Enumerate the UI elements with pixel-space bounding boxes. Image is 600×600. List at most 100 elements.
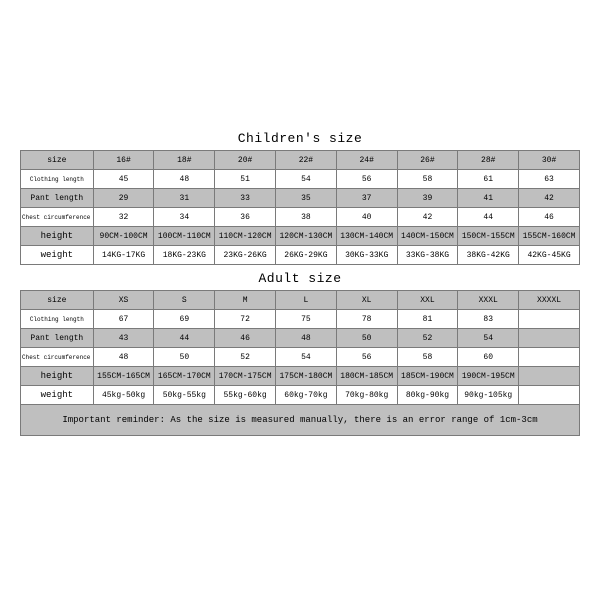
adult-cell: 56 [336, 348, 397, 367]
children-cell: 44 [458, 208, 519, 227]
children-cell: 30# [519, 151, 580, 170]
children-row: Chest circumference 1/23234363840424446 [21, 208, 580, 227]
children-row-label: Chest circumference 1/2 [21, 208, 94, 227]
adult-cell: XS [93, 291, 154, 310]
children-row-label: size [21, 151, 94, 170]
children-cell: 16# [93, 151, 154, 170]
children-cell: 22# [276, 151, 337, 170]
adult-cell: 72 [215, 310, 276, 329]
adult-row: height155CM-165CM165CM-170CM170CM-175CM 1… [21, 367, 580, 386]
adult-cell: XXXXL [519, 291, 580, 310]
adult-cell: 180CM-185CM [336, 367, 397, 386]
children-cell: 26KG-29KG [276, 246, 337, 265]
adult-cell: 190CM-195CM [458, 367, 519, 386]
adult-cell: 50kg-55kg [154, 386, 215, 405]
adult-cell: 90kg-105kg [458, 386, 519, 405]
adult-cell: 83 [458, 310, 519, 329]
adult-cell: XXXL [458, 291, 519, 310]
children-cell: 56 [336, 170, 397, 189]
children-cell: 29 [93, 189, 154, 208]
adult-row: Chest circumference 1/248505254565860 [21, 348, 580, 367]
children-cell: 26# [397, 151, 458, 170]
children-cell: 54 [276, 170, 337, 189]
children-cell: 33KG-38KG [397, 246, 458, 265]
children-row-label: height [21, 227, 94, 246]
adult-cell: 50 [154, 348, 215, 367]
children-cell: 90CM-100CM [93, 227, 154, 246]
adult-row-label: Chest circumference 1/2 [21, 348, 94, 367]
children-cell: 51 [215, 170, 276, 189]
children-cell: 38KG-42KG [458, 246, 519, 265]
adult-cell: 54 [458, 329, 519, 348]
children-cell: 32 [93, 208, 154, 227]
adult-cell: 58 [397, 348, 458, 367]
children-cell: 35 [276, 189, 337, 208]
adult-row: Pant length43444648505254 [21, 329, 580, 348]
children-cell: 37 [336, 189, 397, 208]
adult-cell: 70kg-80kg [336, 386, 397, 405]
children-cell: 36 [215, 208, 276, 227]
children-cell: 110CM-120CM [215, 227, 276, 246]
adult-cell: 80kg-90kg [397, 386, 458, 405]
adult-title: Adult size [20, 265, 580, 290]
adult-row: Clothing length67697275788183 [21, 310, 580, 329]
adult-cell: M [215, 291, 276, 310]
children-cell: 23KG-26KG [215, 246, 276, 265]
adult-cell: 46 [215, 329, 276, 348]
adult-cell: L [276, 291, 337, 310]
adult-cell: 55kg-60kg [215, 386, 276, 405]
adult-table: sizeXSSMLXLXXLXXXLXXXXLClothing length67… [20, 290, 580, 405]
children-row-label: Clothing length [21, 170, 94, 189]
children-cell: 28# [458, 151, 519, 170]
adult-cell [519, 386, 580, 405]
children-row: Clothing length4548515456586163 [21, 170, 580, 189]
adult-row-label: Pant length [21, 329, 94, 348]
adult-cell: 67 [93, 310, 154, 329]
children-cell: 150CM-155CM [458, 227, 519, 246]
children-cell: 46 [519, 208, 580, 227]
children-cell: 42 [397, 208, 458, 227]
adult-cell: 52 [397, 329, 458, 348]
adult-cell [519, 367, 580, 386]
children-cell: 24# [336, 151, 397, 170]
adult-cell [519, 348, 580, 367]
adult-cell: 60kg-70kg [276, 386, 337, 405]
children-cell: 41 [458, 189, 519, 208]
adult-row-label: height [21, 367, 94, 386]
children-cell: 14KG-17KG [93, 246, 154, 265]
children-cell: 18KG-23KG [154, 246, 215, 265]
adult-cell: 81 [397, 310, 458, 329]
adult-cell: 69 [154, 310, 215, 329]
adult-cell: 44 [154, 329, 215, 348]
children-cell: 42KG-45KG [519, 246, 580, 265]
children-cell: 155CM-160CM [519, 227, 580, 246]
children-cell: 45 [93, 170, 154, 189]
adult-cell: 48 [93, 348, 154, 367]
children-cell: 120CM-130CM [276, 227, 337, 246]
adult-row-label: weight [21, 386, 94, 405]
children-cell: 100CM-110CM [154, 227, 215, 246]
children-cell: 39 [397, 189, 458, 208]
children-cell: 18# [154, 151, 215, 170]
children-cell: 42 [519, 189, 580, 208]
adult-cell [519, 310, 580, 329]
adult-cell: 54 [276, 348, 337, 367]
children-cell: 61 [458, 170, 519, 189]
adult-row: weight45kg-50kg50kg-55kg55kg-60kg60kg-70… [21, 386, 580, 405]
children-row: size16#18#20#22#24#26#28#30# [21, 151, 580, 170]
adult-cell: 48 [276, 329, 337, 348]
adult-cell: 50 [336, 329, 397, 348]
adult-row-label: Clothing length [21, 310, 94, 329]
adult-cell: 155CM-165CM [93, 367, 154, 386]
adult-cell: S [154, 291, 215, 310]
adult-cell: 45kg-50kg [93, 386, 154, 405]
children-cell: 140CM-150CM [397, 227, 458, 246]
adult-cell: 78 [336, 310, 397, 329]
children-cell: 30KG-33KG [336, 246, 397, 265]
children-row-label: weight [21, 246, 94, 265]
adult-cell: 170CM-175CM [215, 367, 276, 386]
children-row: Pant length2931333537394142 [21, 189, 580, 208]
adult-cell: 165CM-170CM [154, 367, 215, 386]
adult-cell: 75 [276, 310, 337, 329]
children-cell: 130CM-140CM [336, 227, 397, 246]
